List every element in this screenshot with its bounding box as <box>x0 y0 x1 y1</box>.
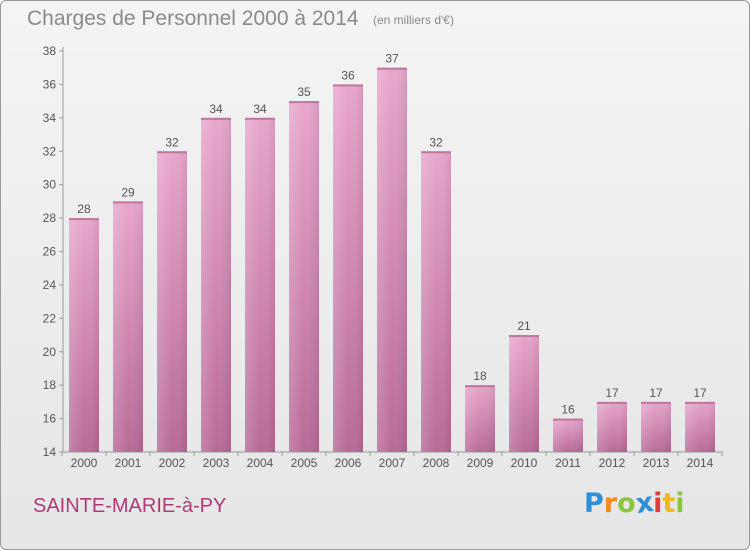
x-tick-label-2001: 2001 <box>115 456 142 470</box>
bar-shade-2014 <box>685 401 715 452</box>
bar-shade-2007 <box>377 67 407 452</box>
value-label-2012: 17 <box>605 386 619 400</box>
bar-top-edge-2003 <box>201 117 231 120</box>
x-tick-label-2007: 2007 <box>379 456 406 470</box>
bar-shade-2013 <box>641 401 671 452</box>
value-label-2013: 17 <box>649 386 663 400</box>
value-label-2010: 21 <box>517 319 531 333</box>
y-tick-label: 32 <box>43 144 57 158</box>
value-label-2005: 35 <box>297 85 311 99</box>
y-tick-label: 38 <box>43 44 57 58</box>
value-label-2001: 29 <box>121 185 135 199</box>
x-tick-label-2009: 2009 <box>467 456 494 470</box>
logo-letter: P <box>584 488 604 519</box>
bar-shade-2012 <box>597 401 627 452</box>
x-tick-label-2006: 2006 <box>335 456 362 470</box>
logo-letter: r <box>603 488 618 519</box>
commune-name: SAINTE-MARIE-à-PY <box>33 495 227 517</box>
bar-top-edge-2006 <box>333 84 363 87</box>
x-tick-label-2012: 2012 <box>599 456 626 470</box>
bar-shade-2004 <box>245 117 275 452</box>
bar-shade-2003 <box>201 117 231 452</box>
bar-top-edge-2013 <box>641 401 671 404</box>
x-tick-label-2011: 2011 <box>555 456 581 470</box>
bar-shade-2008 <box>421 151 451 452</box>
value-label-2002: 32 <box>165 135 179 149</box>
value-label-2004: 34 <box>253 102 267 116</box>
bar-top-edge-2002 <box>157 151 187 154</box>
logo-letter: o <box>617 488 636 519</box>
chart-title: Charges de Personnel 2000 à 2014 <box>27 7 359 30</box>
x-tick-label-2008: 2008 <box>423 456 450 470</box>
value-label-2011: 16 <box>561 403 575 417</box>
x-tick-label-2004: 2004 <box>247 456 274 470</box>
chart-subtitle: (en milliers d'€) <box>373 13 454 27</box>
y-tick-label: 20 <box>43 345 57 359</box>
y-tick-label: 16 <box>43 412 57 426</box>
bar-shade-2010 <box>509 335 539 452</box>
bar-shade-2011 <box>553 418 583 452</box>
y-tick-label: 34 <box>43 111 57 125</box>
bar-shade-2005 <box>289 101 319 452</box>
value-label-2014: 17 <box>693 386 707 400</box>
y-tick-label: 24 <box>43 278 57 292</box>
bar-shade-2006 <box>333 84 363 453</box>
bar-top-edge-2011 <box>553 418 583 421</box>
value-label-2007: 37 <box>385 52 399 66</box>
bar-top-edge-2004 <box>245 117 275 120</box>
x-tick-label-2005: 2005 <box>291 456 318 470</box>
bar-top-edge-2014 <box>685 401 715 404</box>
y-tick-label: 36 <box>43 77 57 91</box>
bar-shade-2001 <box>113 201 143 452</box>
x-tick-label-2013: 2013 <box>643 456 670 470</box>
bar-top-edge-2005 <box>289 101 319 104</box>
bar-top-edge-2009 <box>465 385 495 388</box>
logo-letter: i <box>653 488 663 519</box>
value-label-2000: 28 <box>77 202 91 216</box>
x-tick-label-2014: 2014 <box>687 456 714 470</box>
bar-top-edge-2007 <box>377 67 407 70</box>
x-tick-label-2003: 2003 <box>203 456 230 470</box>
bar-shade-2000 <box>69 218 99 452</box>
chart-labels: 28 2000 29 2001 32 2002 34 2003 34 2004 35 2005 36 20… <box>71 52 714 470</box>
y-tick-label: 30 <box>43 178 57 192</box>
proxiti-logo: Proxiti <box>584 486 685 521</box>
bar-top-edge-2010 <box>509 335 539 338</box>
value-label-2003: 34 <box>209 102 223 116</box>
bar-shade-2009 <box>465 385 495 452</box>
bar-top-edge-2000 <box>69 218 99 221</box>
value-label-2008: 32 <box>429 135 443 149</box>
x-tick-label-2010: 2010 <box>511 456 538 470</box>
y-tick-label: 28 <box>43 211 57 225</box>
y-tick-label: 22 <box>43 311 57 325</box>
bar-top-edge-2001 <box>113 201 143 204</box>
y-tick-label: 14 <box>43 445 57 459</box>
value-label-2006: 36 <box>341 68 355 82</box>
logo-letter: t <box>662 488 676 519</box>
bar-top-edge-2008 <box>421 151 451 154</box>
chart-bars <box>69 67 715 453</box>
logo-letter: x <box>633 486 656 521</box>
y-tick-label: 18 <box>43 378 57 392</box>
value-label-2009: 18 <box>473 369 487 383</box>
x-tick-label-2002: 2002 <box>159 456 186 470</box>
bar-shade-2002 <box>157 151 187 452</box>
logo-letter: i <box>675 488 685 519</box>
y-tick-label: 26 <box>43 245 57 259</box>
x-tick-label-2000: 2000 <box>71 456 98 470</box>
bar-top-edge-2012 <box>597 401 627 404</box>
